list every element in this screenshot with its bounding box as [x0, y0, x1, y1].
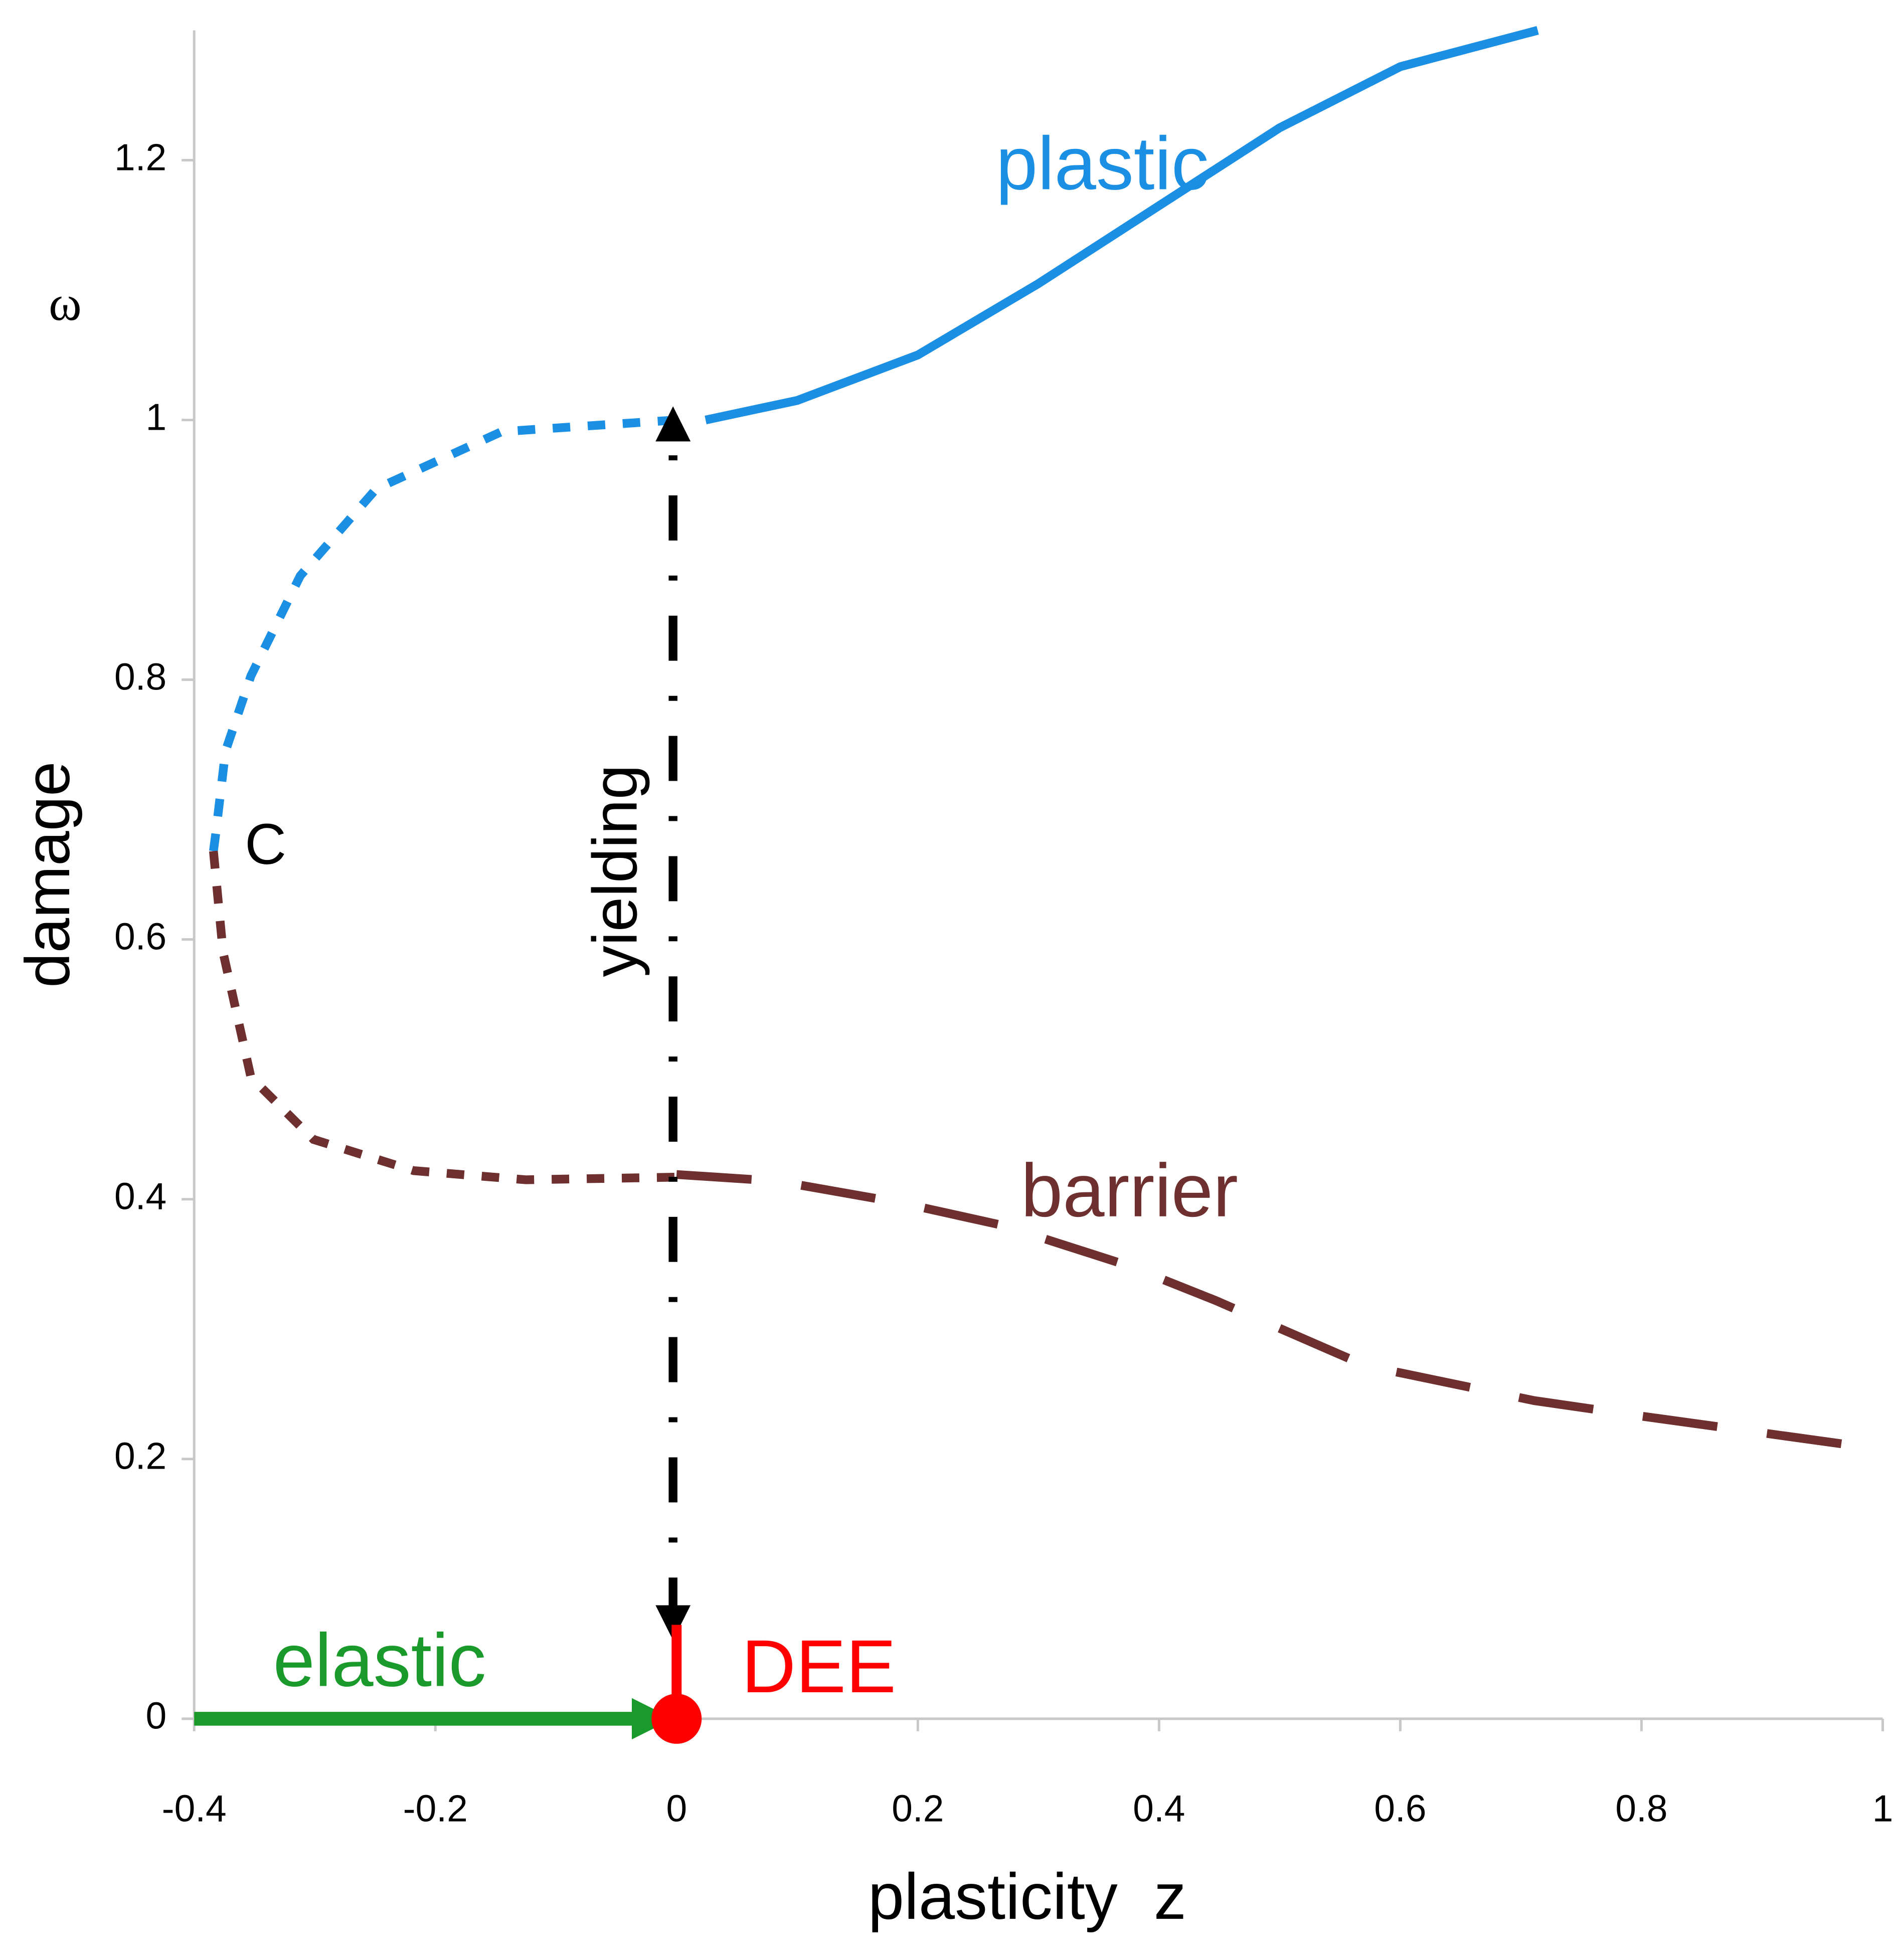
x-tick-label: 0.4: [1133, 1787, 1185, 1829]
y-tick-label: 1: [146, 396, 167, 438]
plot-area: plastic barrier elastic yielding DEE C: [194, 26, 1868, 1744]
y-axis-label: damage: [13, 761, 83, 987]
y-tick-label: 0: [146, 1695, 167, 1737]
x-tick-label: -0.2: [403, 1787, 468, 1829]
x-tick-label: 1: [1872, 1787, 1893, 1829]
x-tick-label: 0.6: [1374, 1787, 1426, 1829]
annotation: C: [245, 812, 286, 876]
series-label: DEE: [742, 1624, 896, 1708]
point: [651, 1693, 702, 1744]
series-label: plastic: [996, 121, 1209, 205]
dee-stem: [671, 1625, 682, 1713]
y-tick-label: 0.8: [114, 655, 166, 697]
x-axis-label: plasticity z: [868, 1860, 1186, 1933]
axes: 0 0.2 0.4 0.6 0.8 1 1.2 -0.4 -0.2 0 0.2 0.4 0.6 0.8 1: [114, 30, 1893, 1829]
x-tick-label: 0: [666, 1787, 687, 1829]
x-tick-label: 0.8: [1615, 1787, 1667, 1829]
y-tick-label: 0.4: [114, 1175, 166, 1217]
y-tick-label: 1.2: [114, 136, 166, 178]
series-label: elastic: [273, 1618, 486, 1702]
y-axis-symbol: ω: [49, 275, 82, 331]
series-label: barrier: [1021, 1148, 1238, 1232]
x-tick-label: -0.4: [162, 1787, 227, 1829]
x-tick-label: 0.2: [892, 1787, 944, 1829]
y-tick-label: 0.2: [114, 1435, 166, 1477]
series-line: [705, 26, 1539, 425]
y-tick-label: 0.6: [114, 915, 166, 957]
series-line: [676, 1170, 1868, 1452]
series-line: [209, 850, 677, 1184]
series-label: yielding: [581, 765, 650, 977]
